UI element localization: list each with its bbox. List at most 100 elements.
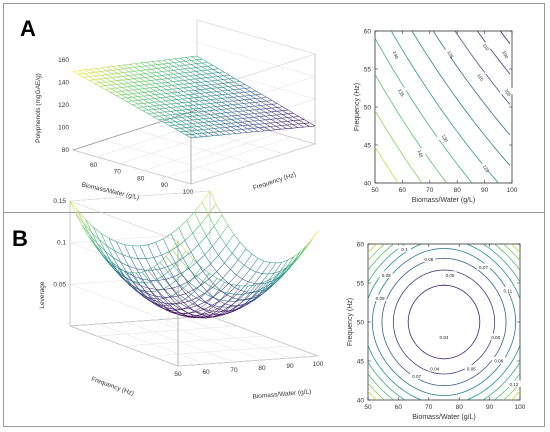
a-x-tick: 70 (114, 169, 122, 176)
bc-contour-label: 0.07 (412, 374, 421, 379)
b-grid-z (69, 190, 211, 202)
bc-plot-area (367, 243, 521, 401)
bc-x-tick: 100 (515, 404, 526, 411)
a-x-tick: 80 (137, 175, 145, 182)
bc-x-label: Biomass/Water (g/L) (412, 414, 476, 421)
a-y-tick: 55 (0, 0, 4, 2)
ac-contour-label: 130 (441, 134, 449, 144)
ac-contour-level (454, 31, 511, 105)
a-z-tick: 100 (58, 125, 69, 132)
ac-contour-label: 125 (446, 50, 454, 60)
a-grid-z2 (190, 53, 316, 95)
bc-contour-lines (368, 244, 520, 400)
b-y-tick: 55 (0, 0, 4, 2)
bc-y-tick: 50 (357, 319, 365, 326)
ac-y-tick: 40 (364, 180, 372, 187)
bc-x-tick: 90 (486, 404, 494, 411)
ac-y-tick: 45 (364, 142, 372, 149)
a-grid-z (196, 87, 316, 122)
bc-y-tick: 40 (357, 397, 365, 404)
b-grid-z2 (69, 284, 179, 325)
ac-contour-chart: 50 60 70 80 90 100 40 45 50 55 60 Biomass/Water (g/… (354, 28, 518, 204)
a-grid-y (103, 139, 223, 175)
bc-contour-label: 0.09 (376, 296, 385, 301)
a-z-label: Polyphenols (mgGAE/g) (35, 73, 42, 143)
a-x-tick: 60 (90, 162, 98, 169)
bc-contour-label: 0.05 (467, 366, 476, 371)
a-x-tick: 90 (161, 182, 169, 189)
a-z-tick: 80 (62, 147, 70, 154)
bc-contour-label: 0.08 (494, 359, 503, 364)
ac-contour-label: 100 (501, 50, 509, 59)
a-z-tick: 160 (58, 57, 69, 64)
b-z-tick: 0.05 (53, 281, 66, 288)
bc-contour-label: 0.12 (509, 382, 518, 387)
bc-contour-label: 0.05 (446, 273, 455, 278)
ac-contour-level (375, 38, 473, 183)
ac-contour-label: 115 (476, 73, 485, 82)
bc-contour-label: 0.06 (424, 257, 433, 262)
bc-x-tick: 70 (425, 404, 433, 411)
ac-y-tick: 55 (364, 66, 372, 73)
ac-x-tick: 50 (371, 187, 379, 194)
b-x-label: Biomass/Water (g/L) (252, 388, 311, 400)
bc-contour-level (368, 244, 520, 400)
bc-contour-label: 0.11 (504, 288, 513, 293)
b-y-tick: 40 (0, 0, 4, 2)
b-grid-z2 (69, 200, 179, 242)
a-grid-y (165, 119, 285, 155)
b-x-tick: 70 (230, 367, 238, 374)
ac-y-tick: 60 (364, 28, 372, 35)
b-grid-z2 (69, 242, 179, 283)
ac-contour-label: 145 (417, 149, 424, 158)
b-y-tick: 45 (0, 0, 4, 2)
bc-x-tick: 80 (456, 404, 464, 411)
bc-y-tick: 60 (357, 241, 365, 248)
ac-x-tick: 80 (454, 187, 462, 194)
ac-contour-level (375, 110, 423, 183)
a-grid-y (196, 109, 316, 145)
bc-y-tick: 45 (357, 358, 365, 365)
bc-contour-label: 0.04 (440, 335, 449, 340)
ac-contour-level (499, 31, 511, 44)
a-y-tick: 50 (0, 0, 4, 2)
b-z-tick: 0.15 (53, 198, 66, 205)
a-x-label: Biomass/Water (g/L) (81, 181, 140, 201)
bc-contour-label: 0.1 (401, 247, 408, 252)
b-x-tick: 100 (313, 361, 324, 368)
bc-contour-label: 0.08 (382, 273, 391, 278)
ac-contour-label: 120 (482, 164, 490, 174)
bc-x-tick: 60 (395, 404, 403, 411)
a-grid-z (196, 19, 316, 55)
bc-contour-level (372, 248, 516, 396)
bc-contour-label: 0.07 (479, 265, 488, 270)
b-grid-y (177, 355, 319, 367)
b-z-tick: 0.1 (57, 240, 66, 247)
bc-contour-level (407, 284, 481, 360)
b-x-tick: 60 (202, 369, 210, 376)
b-grid-y (96, 325, 238, 337)
a-grid-z2 (190, 121, 316, 162)
a-z-tick: 140 (58, 80, 69, 87)
bc-contour-level (368, 244, 520, 400)
ac-x-tick: 90 (481, 187, 489, 194)
a-grid-z (196, 42, 316, 77)
b-grid-y (69, 315, 211, 327)
bc-contour-level (392, 269, 496, 375)
a-y-tick: 45 (0, 0, 4, 2)
b-x-tick: 90 (286, 363, 294, 370)
panel-separator (4, 212, 545, 213)
bc-y-label: Frequency (Hz) (347, 298, 354, 346)
b-z-label: Leverage (39, 281, 46, 308)
a-grid-y (134, 129, 254, 165)
b-y-label: Frequency (Hz) (90, 376, 134, 398)
bc-x-tick: 50 (364, 404, 372, 411)
b-y-tick: 60 (0, 0, 4, 2)
bc-y-tick: 55 (357, 280, 365, 287)
ac-contour-label: 110 (482, 43, 491, 52)
a-grid-z (196, 64, 316, 100)
bc-contour-label: 0.04 (430, 366, 439, 371)
b-grid-y (123, 335, 265, 347)
ac-y-label: Frequency (Hz) (354, 83, 361, 131)
ac-x-tick: 100 (507, 187, 518, 194)
